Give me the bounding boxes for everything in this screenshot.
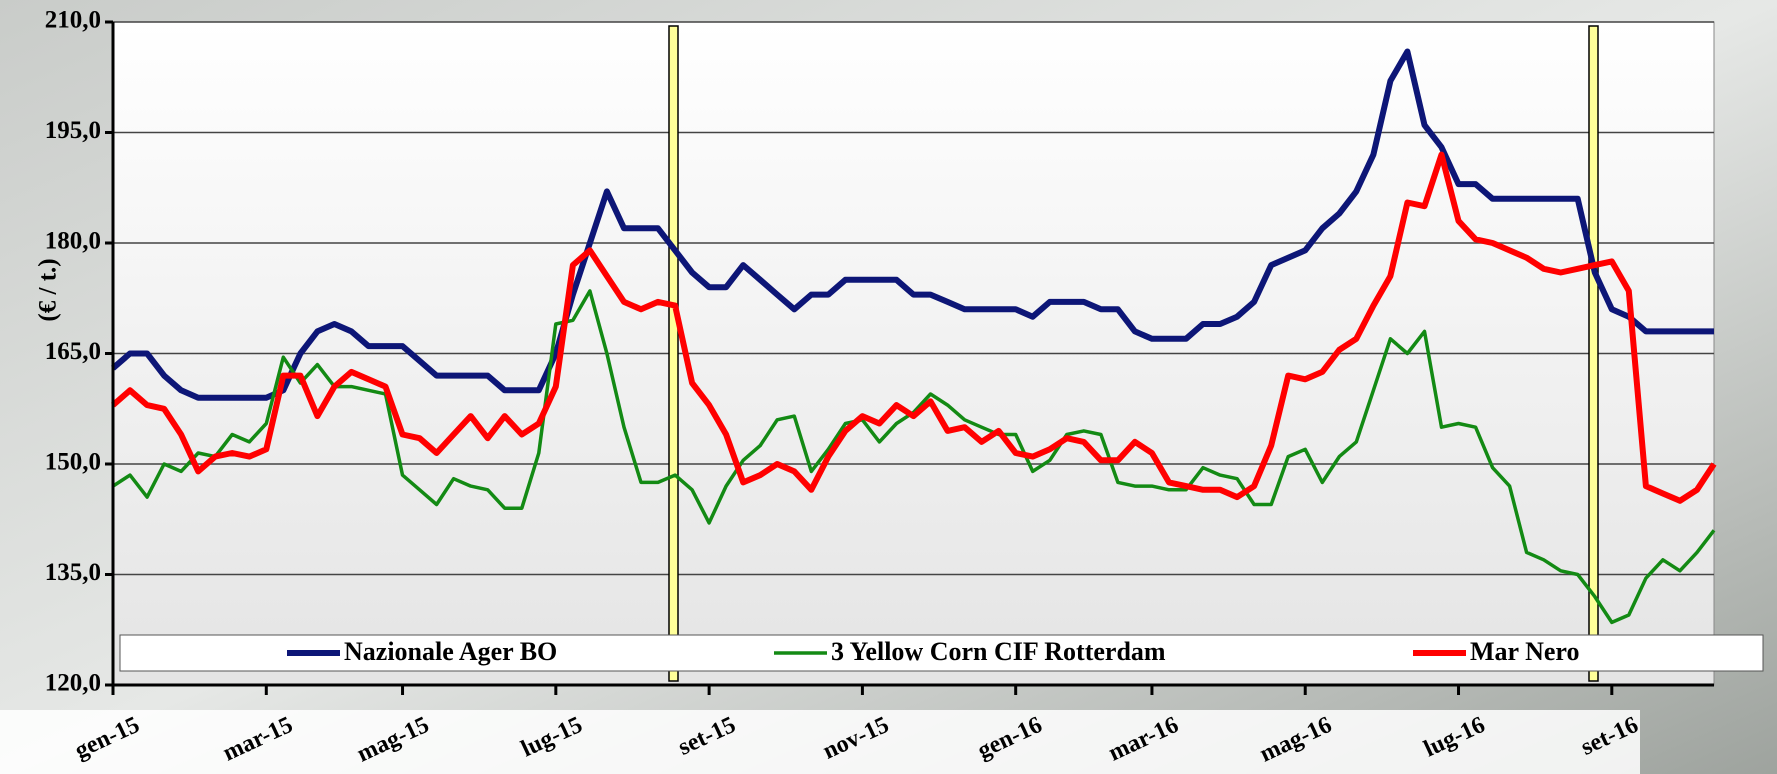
y-tick-label: 210,0 xyxy=(45,7,101,34)
legend-label: Nazionale Ager BO xyxy=(344,637,557,666)
bottom-band xyxy=(0,710,1640,774)
marker-bar xyxy=(1588,25,1599,682)
series-line xyxy=(111,48,1714,401)
y-tick-label: 135,0 xyxy=(45,559,101,586)
y-tick-label: 180,0 xyxy=(45,228,101,255)
legend-box xyxy=(119,634,1764,672)
y-tick-label: 165,0 xyxy=(45,338,101,365)
marker-bar xyxy=(668,25,679,682)
legend-label: Mar Nero xyxy=(1470,637,1580,666)
y-tick-label: 150,0 xyxy=(45,449,101,476)
y-tick-label: 120,0 xyxy=(45,670,101,697)
legend-label: 3 Yellow Corn CIF Rotterdam xyxy=(831,637,1166,666)
y-tick-label: 195,0 xyxy=(45,117,101,144)
series-line xyxy=(111,151,1717,504)
y-axis-label: (€ / t.) xyxy=(35,258,62,321)
